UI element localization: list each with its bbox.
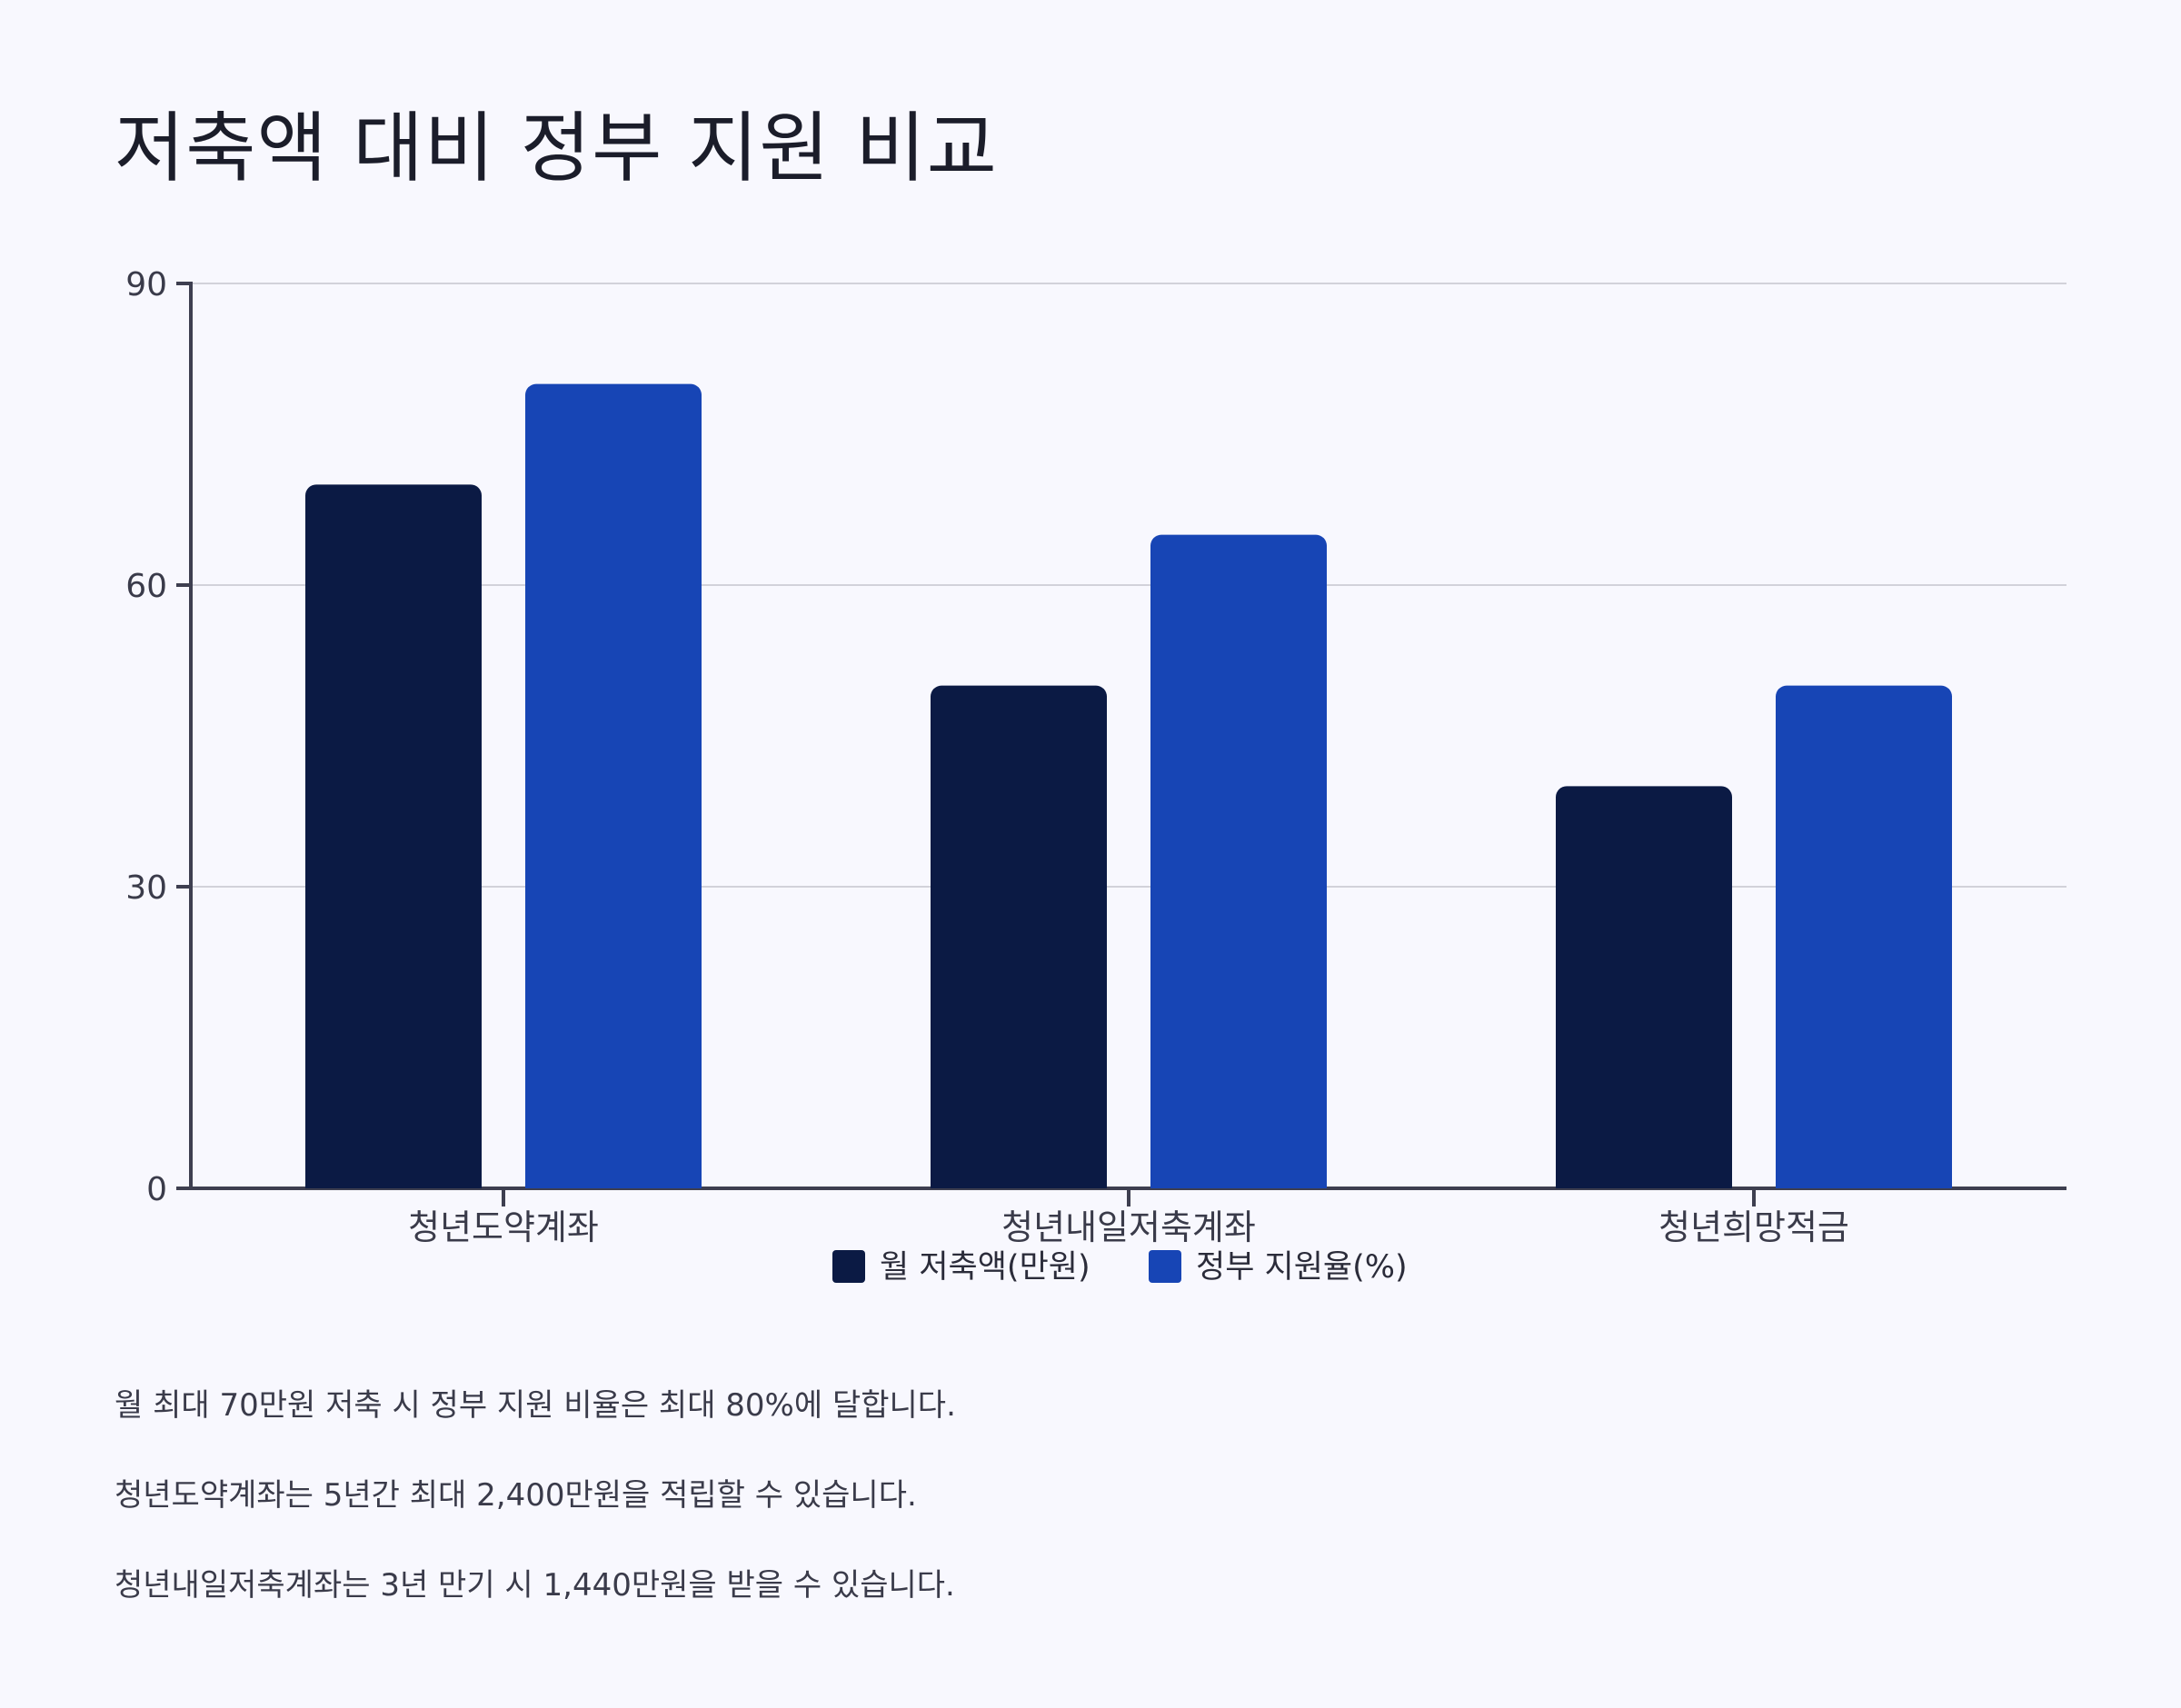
y-tick-label: 60	[125, 568, 167, 605]
notes: 월 최대 70만원 저축 시 정부 지원 비율은 최대 80%에 달합니다. 청…	[115, 1385, 956, 1654]
x-tick-label: 청년희망적금	[1658, 1207, 1849, 1247]
bar	[931, 685, 1107, 1188]
bar-base	[1776, 1176, 1952, 1188]
y-tick-label: 90	[125, 266, 167, 303]
note-line: 청년도약계좌는 5년간 최대 2,400만원을 적립할 수 있습니다.	[115, 1477, 917, 1514]
note-line: 월 최대 70만원 저축 시 정부 지원 비율은 최대 80%에 달합니다.	[115, 1387, 956, 1424]
y-tick-label: 0	[146, 1171, 167, 1208]
bar	[305, 484, 482, 1188]
legend-label: 월 저축액(만원)	[880, 1249, 1090, 1286]
x-tick-label: 청년도약계좌	[408, 1207, 599, 1247]
x-tick-label: 청년내일저축계좌	[1001, 1207, 1256, 1247]
legend-label: 정부 지원율(%)	[1196, 1249, 1408, 1286]
bar-base	[525, 1176, 702, 1188]
bar	[1556, 786, 1732, 1188]
bar	[1150, 534, 1327, 1188]
bar	[525, 383, 702, 1189]
note-line: 청년내일저축계좌는 3년 만기 시 1,440만원을 받을 수 있습니다.	[115, 1567, 955, 1604]
bar-base	[305, 1176, 482, 1188]
bar-base	[931, 1176, 1107, 1188]
legend-swatch	[1149, 1250, 1181, 1283]
bar	[1776, 685, 1952, 1188]
y-tick-label: 30	[125, 869, 167, 907]
bar-base	[1150, 1176, 1327, 1188]
legend-swatch	[832, 1250, 865, 1283]
bar-base	[1556, 1176, 1732, 1188]
chart-title: 저축액 대비 정부 지원 비교	[115, 104, 998, 193]
